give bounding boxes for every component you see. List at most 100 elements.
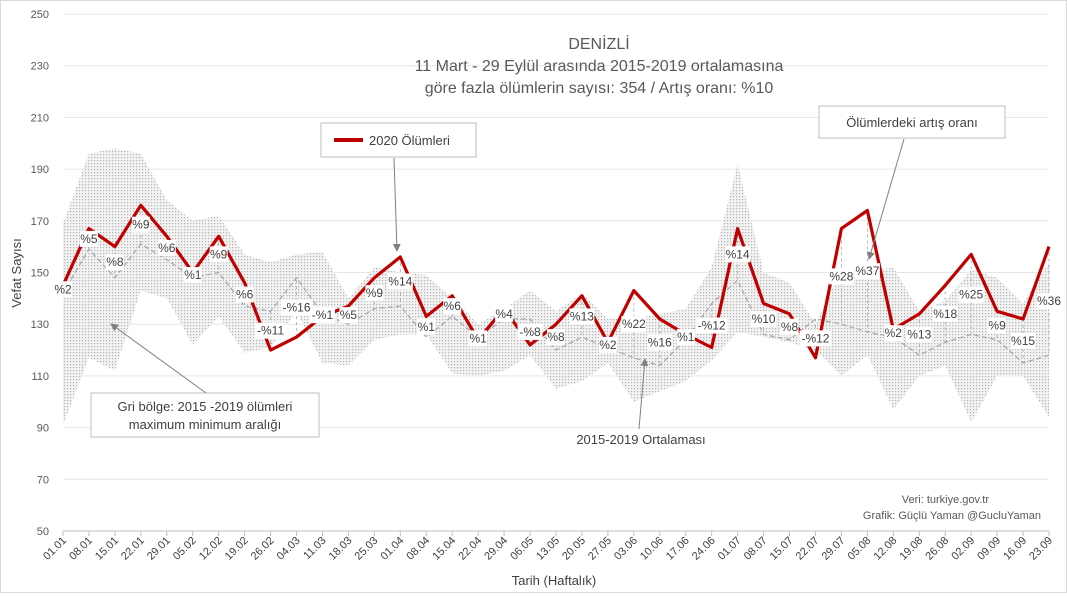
percent-label-bg	[469, 330, 488, 347]
y-tick-label: 90	[37, 423, 49, 435]
percent-label-bg	[547, 329, 565, 346]
gray-zone-callout: Gri bölge: 2015 -2019 ölümleri maximum m…	[90, 392, 320, 438]
percent-label-bg	[569, 308, 595, 325]
percent-label-text: %9	[366, 286, 384, 300]
percent-label-text: %15	[1011, 334, 1035, 348]
percent-label: %16	[647, 334, 673, 351]
percent-label: -%16	[280, 299, 313, 316]
percent-label: %1	[676, 329, 695, 346]
percent-label: %14	[387, 273, 413, 290]
percent-label-text: -%16	[283, 300, 311, 314]
x-axis-ticks: 01.0108.0115.0122.0129.0105.0212.0219.02…	[41, 531, 1055, 563]
percent-label: %1	[183, 267, 202, 284]
percent-label-text: %10	[752, 312, 776, 326]
percent-label-bg	[417, 318, 436, 335]
percent-label: %9	[131, 216, 150, 233]
x-tick-label: 22.04	[456, 535, 484, 563]
percent-label-text: -%1	[312, 308, 334, 322]
x-tick-label: 02.09	[949, 535, 977, 563]
percent-label: %28	[828, 268, 854, 285]
percent-label-bg	[932, 305, 958, 322]
percent-label-text: %6	[236, 287, 254, 301]
source-text: Veri: turkiye.gov.tr	[902, 494, 990, 506]
percent-label-text: %1	[184, 268, 202, 282]
x-tick-label: 19.02	[223, 535, 251, 563]
x-tick-label: 08.01	[67, 535, 95, 563]
rate-callout: Ölümlerdeki artış oranı	[818, 105, 1006, 139]
percent-label-bg	[621, 316, 647, 333]
percent-label-text: %1	[469, 331, 487, 345]
x-tick-label: 22.07	[794, 535, 822, 563]
percent-label-bg	[280, 299, 313, 316]
percent-label: %6	[157, 239, 176, 256]
percent-label-bg	[906, 326, 932, 343]
x-tick-label: 26.08	[923, 535, 951, 563]
percent-label-text: %2	[54, 282, 72, 296]
percent-label: %2	[598, 336, 617, 353]
x-tick-label: 05.08	[846, 535, 874, 563]
percent-label-bg	[958, 286, 984, 303]
min-max-band	[63, 148, 1049, 425]
percent-label-text: %2	[599, 338, 617, 352]
y-tick-label: 170	[31, 216, 49, 228]
percent-label-bg	[676, 329, 695, 346]
legend-2020: 2020 Ölümleri	[320, 122, 477, 158]
percent-label-bg	[725, 246, 751, 263]
x-tick-label: 15.01	[93, 535, 121, 563]
x-tick-label: 04.03	[275, 535, 303, 563]
percent-label: %15	[1010, 333, 1036, 350]
percent-label: %36	[1036, 292, 1062, 309]
percent-label-text: %5	[340, 308, 358, 322]
percent-label-text: %8	[106, 255, 124, 269]
percent-label-bg	[495, 305, 514, 322]
percent-label: %13	[906, 326, 932, 343]
percent-label-text: %36	[1037, 294, 1061, 308]
percent-label-bg	[309, 307, 335, 324]
percent-label-bg	[79, 230, 98, 247]
y-tick-label: 210	[31, 112, 49, 124]
percent-label: %1	[469, 330, 488, 347]
x-tick-label: 11.03	[301, 535, 328, 562]
x-tick-label: 05.02	[171, 535, 199, 563]
x-tick-label: 20.05	[560, 535, 588, 563]
percent-label-bg	[157, 239, 176, 256]
percent-labels: %2 %5 %8 %9 %6 %1 %9 %6 -%11 -%16-%1 %5 %9 %14 %1 %6 %1…	[54, 216, 1062, 353]
percent-label-text: -%11	[257, 324, 284, 338]
percent-label-bg	[209, 246, 228, 263]
percent-label-text: %8	[781, 320, 799, 334]
x-tick-label: 01.01	[41, 535, 69, 563]
percent-label: %2	[54, 281, 72, 298]
min-max-area	[63, 148, 1049, 425]
percent-label-text: -%8	[519, 325, 541, 339]
percent-label-text: %13	[907, 328, 931, 342]
percent-label: -%11	[254, 322, 287, 339]
percent-label-bg	[751, 311, 777, 328]
percent-label-bg	[780, 318, 799, 335]
x-tick-label: 25.03	[353, 535, 381, 563]
x-tick-label: 26.02	[249, 535, 277, 563]
percent-label-bg	[854, 263, 880, 280]
x-tick-label: 17.06	[664, 535, 692, 563]
percent-label-bg	[387, 273, 413, 290]
x-tick-label: 12.02	[197, 535, 225, 563]
percent-label: %8	[780, 318, 799, 335]
percent-label: %6	[235, 286, 254, 303]
chart-title-line2: 11 Mart - 29 Eylül arasında 2015-2019 or…	[415, 58, 784, 75]
x-tick-label: 16.09	[1001, 535, 1029, 563]
percent-label: %4	[495, 305, 514, 322]
x-tick-label: 01.07	[716, 535, 744, 563]
percent-label-text: %9	[132, 218, 150, 232]
percent-label: %9	[988, 317, 1007, 334]
percent-label-bg	[339, 307, 358, 324]
x-tick-label: 10.06	[638, 535, 666, 563]
average-label: 2015-2019 Ortalaması	[576, 432, 705, 447]
percent-label: %14	[725, 246, 751, 263]
percent-label-text: %14	[726, 247, 750, 261]
gray-zone-text-2: maximum minimum aralığı	[129, 417, 281, 432]
percent-label-bg	[647, 334, 673, 351]
percent-label-text: -%12	[698, 318, 726, 332]
percent-label: %18	[932, 305, 958, 322]
percent-label-text: %9	[210, 247, 228, 261]
x-tick-label: 24.06	[690, 535, 718, 563]
percent-label-bg	[254, 322, 287, 339]
